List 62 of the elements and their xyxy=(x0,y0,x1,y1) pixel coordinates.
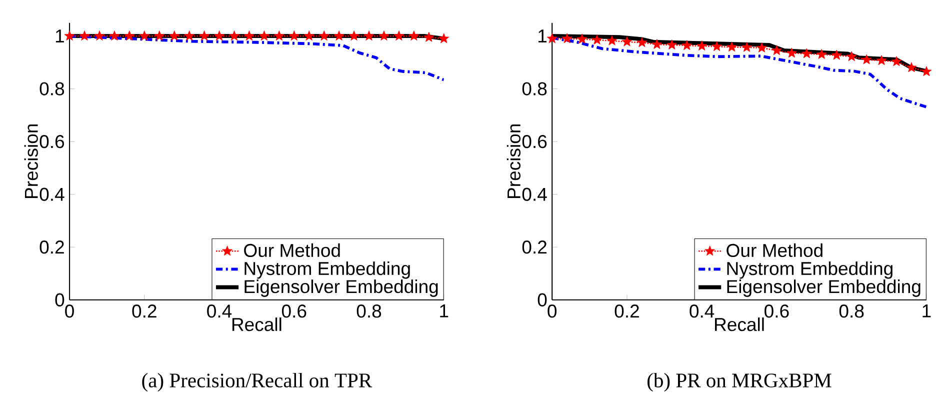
point xyxy=(846,51,857,62)
legend-label: Eigensolver Embedding xyxy=(244,280,438,297)
point xyxy=(906,62,917,72)
x-tick-label: 0.8 xyxy=(356,304,382,318)
point xyxy=(921,66,932,76)
x-tick-label: 0.6 xyxy=(282,304,306,318)
y-tick-label: 1 xyxy=(538,30,547,42)
point xyxy=(742,42,752,52)
point xyxy=(771,45,782,55)
x-axis-title: Recall xyxy=(715,317,764,332)
point xyxy=(652,38,662,49)
point xyxy=(546,33,558,44)
y-tick-label: 0.6 xyxy=(40,134,64,148)
legend-label: Eigensolver Embedding xyxy=(727,280,920,297)
text: (a) Precision/Recall on TPR xyxy=(142,372,372,392)
point xyxy=(786,48,797,58)
point xyxy=(756,42,767,52)
x-tick-label: 0.2 xyxy=(614,304,639,318)
legend-label: Our Method xyxy=(726,243,822,258)
point xyxy=(622,36,632,46)
y-tick-label: 0 xyxy=(538,293,547,306)
y-axis-title: Precision xyxy=(506,124,521,198)
x-tick-label: 0 xyxy=(548,304,557,318)
point xyxy=(891,56,902,66)
point xyxy=(576,34,588,44)
y-tick-label: 0.4 xyxy=(522,188,547,201)
legend-label: Nystrom Embedding xyxy=(244,261,410,279)
point xyxy=(712,41,722,52)
y-axis-title: Precision xyxy=(24,124,38,198)
point xyxy=(816,48,827,59)
x-tick-label: 1 xyxy=(922,304,931,318)
point xyxy=(726,42,738,52)
x-tick-label: 0.4 xyxy=(207,304,232,318)
point xyxy=(562,33,572,44)
point xyxy=(696,40,708,51)
x-tick-label: 0.8 xyxy=(839,304,864,318)
x-tick-label: 0.6 xyxy=(764,304,789,318)
y-tick-label: 0.4 xyxy=(40,188,64,201)
point xyxy=(801,48,812,58)
point xyxy=(861,54,872,64)
x-tick-label: 0 xyxy=(65,304,74,318)
y-tick-label: 0.2 xyxy=(522,240,546,254)
point xyxy=(666,39,678,50)
x-axis-title: Recall xyxy=(232,317,282,332)
legend-label: Nystrom Embedding xyxy=(727,261,892,279)
y-tick-label: 0.8 xyxy=(40,82,64,96)
y-tick-label: 0.2 xyxy=(40,240,64,254)
x-tick-label: 0.4 xyxy=(690,304,714,318)
x-tick-label: 1 xyxy=(440,304,448,318)
y-tick-label: 1 xyxy=(56,30,64,42)
point xyxy=(636,37,648,48)
point xyxy=(592,34,602,44)
text: (b) PR on MRGxBPM xyxy=(648,372,832,392)
legend-label: Our Method xyxy=(244,243,340,258)
x-tick-label: 0.2 xyxy=(132,304,156,318)
point xyxy=(682,40,692,50)
point xyxy=(606,35,618,46)
y-tick-label: 0.6 xyxy=(522,134,547,148)
y-tick-label: 0.8 xyxy=(522,82,547,96)
y-tick-label: 0 xyxy=(55,293,64,306)
point xyxy=(831,50,842,60)
point xyxy=(876,55,887,66)
